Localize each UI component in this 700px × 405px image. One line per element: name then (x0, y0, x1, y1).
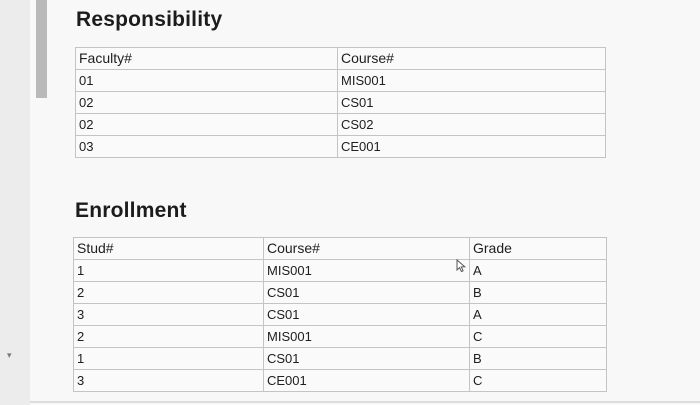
responsibility-table: Faculty# Course# 01 MIS001 02 CS01 02 CS… (75, 47, 606, 158)
responsibility-heading: Responsibility (76, 8, 223, 31)
table-row: 02 CS02 (75, 113, 606, 136)
column-header-stud: Stud# (73, 237, 264, 260)
cell-course: CE001 (263, 369, 470, 392)
table-row: 3 CS01 A (73, 303, 607, 326)
enrollment-table: Stud# Course# Grade 1 MIS001 A 2 CS01 B … (73, 237, 607, 392)
enrollment-heading: Enrollment (75, 199, 187, 222)
cell-grade: C (469, 325, 607, 348)
cell-grade: C (469, 369, 607, 392)
cell-grade: A (469, 303, 607, 326)
table-row: 2 CS01 B (73, 281, 607, 304)
cell-faculty: 03 (75, 135, 338, 158)
cell-course: CS02 (337, 113, 606, 136)
column-header-course: Course# (263, 237, 470, 260)
cell-course: CE001 (337, 135, 606, 158)
page-divider (30, 401, 700, 403)
pointer-cursor-icon (456, 259, 467, 273)
column-header-grade: Grade (469, 237, 607, 260)
table-row: 03 CE001 (75, 135, 606, 158)
cell-course: MIS001 (263, 325, 470, 348)
cell-course: CS01 (263, 347, 470, 370)
cell-grade: B (469, 281, 607, 304)
cell-course: MIS001 (337, 69, 606, 92)
cell-course: CS01 (337, 91, 606, 114)
cell-grade: B (469, 347, 607, 370)
table-row: 02 CS01 (75, 91, 606, 114)
cell-course: CS01 (263, 281, 470, 304)
cell-grade: A (469, 259, 607, 282)
table-row: 2 MIS001 C (73, 325, 607, 348)
cell-stud: 1 (73, 347, 264, 370)
cell-stud: 2 (73, 325, 264, 348)
cell-faculty: 01 (75, 69, 338, 92)
cell-stud: 2 (73, 281, 264, 304)
scrollbar-thumb[interactable] (36, 0, 47, 98)
table-header-row: Stud# Course# Grade (73, 237, 607, 260)
cell-stud: 3 (73, 369, 264, 392)
cell-course: CS01 (263, 303, 470, 326)
cell-faculty: 02 (75, 91, 338, 114)
column-header-faculty: Faculty# (75, 47, 338, 70)
cell-stud: 1 (73, 259, 264, 282)
column-header-course: Course# (337, 47, 606, 70)
left-margin (0, 0, 30, 405)
caret-marker-icon: ▾ (7, 350, 12, 360)
cell-faculty: 02 (75, 113, 338, 136)
cell-stud: 3 (73, 303, 264, 326)
table-row: 1 CS01 B (73, 347, 607, 370)
table-row: 01 MIS001 (75, 69, 606, 92)
table-header-row: Faculty# Course# (75, 47, 606, 70)
table-row: 1 MIS001 A (73, 259, 607, 282)
cell-course: MIS001 (263, 259, 470, 282)
table-row: 3 CE001 C (73, 369, 607, 392)
